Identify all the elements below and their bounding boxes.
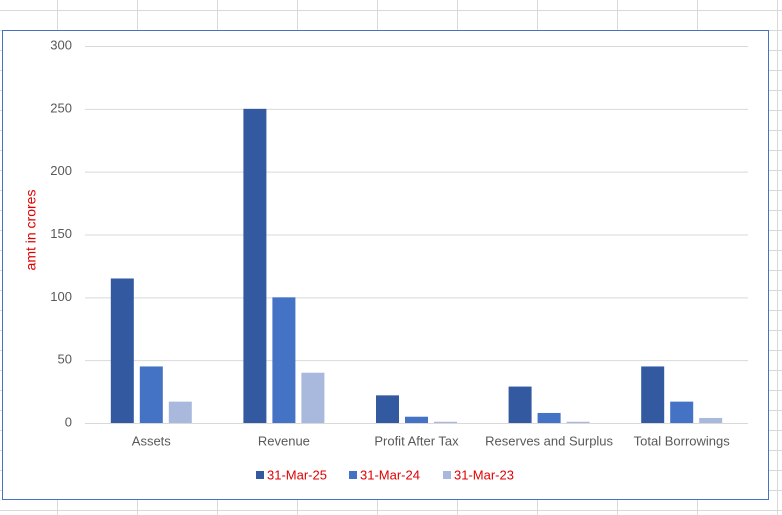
legend-label: 31-Mar-24 bbox=[360, 467, 420, 482]
y-axis-label: amt in crores bbox=[23, 190, 39, 271]
y-tick-label: 200 bbox=[50, 163, 72, 178]
bar bbox=[641, 366, 665, 423]
bar bbox=[434, 421, 457, 423]
legend-swatch bbox=[349, 471, 357, 479]
y-tick-label: 300 bbox=[50, 37, 72, 52]
x-tick-label: Profit After Tax bbox=[374, 433, 459, 448]
y-tick-label: 50 bbox=[58, 352, 72, 367]
y-tick-label: 250 bbox=[50, 100, 72, 115]
bar bbox=[272, 297, 296, 423]
bar bbox=[537, 412, 561, 423]
legend-swatch bbox=[256, 471, 264, 479]
bar bbox=[110, 278, 134, 423]
bar bbox=[566, 421, 590, 423]
x-tick-label: Total Borrowings bbox=[634, 433, 731, 448]
legend-label: 31-Mar-23 bbox=[454, 467, 514, 482]
legend-swatch bbox=[443, 471, 451, 479]
bar bbox=[699, 417, 723, 423]
bar bbox=[670, 401, 694, 423]
bar bbox=[139, 366, 163, 423]
bar bbox=[243, 108, 267, 423]
bar bbox=[168, 401, 192, 423]
bar bbox=[508, 386, 532, 423]
bar bbox=[301, 372, 325, 423]
x-tick-label: Assets bbox=[132, 433, 172, 448]
legend-label: 31-Mar-25 bbox=[267, 467, 327, 482]
chart-frame bbox=[2, 30, 769, 500]
y-tick-label: 0 bbox=[65, 414, 72, 429]
x-tick-label: Reserves and Surplus bbox=[485, 433, 613, 448]
x-tick-label: Revenue bbox=[258, 433, 310, 448]
y-tick-label: 150 bbox=[50, 226, 72, 241]
y-tick-label: 100 bbox=[50, 289, 72, 304]
bar bbox=[405, 416, 428, 423]
bar bbox=[376, 395, 399, 423]
